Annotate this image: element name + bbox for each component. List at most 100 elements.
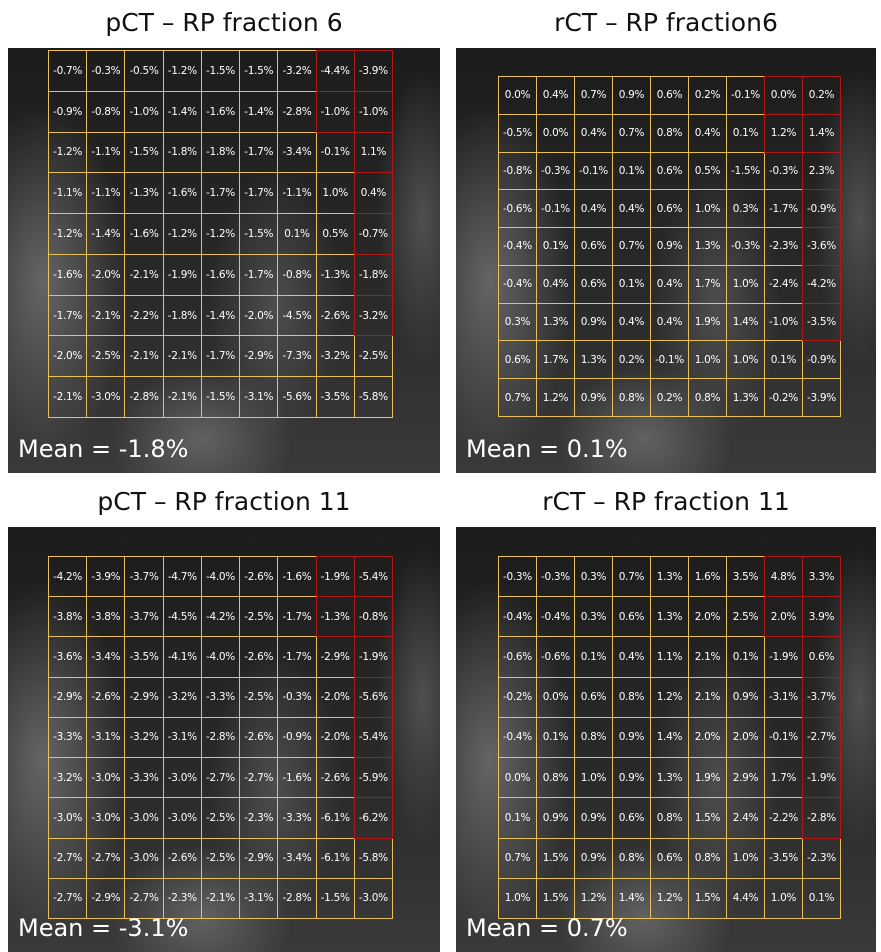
- grid-cell: 0.1%: [574, 636, 613, 677]
- grid-cell: 1.2%: [536, 378, 575, 417]
- grid-cell: 3.3%: [802, 556, 841, 597]
- grid-cell: 0.1%: [612, 152, 651, 191]
- grid-cell: 0.0%: [498, 757, 537, 798]
- grid-cell: 1.9%: [688, 303, 727, 342]
- grid-cell: -3.9%: [354, 50, 393, 92]
- grid-cell: -3.4%: [277, 838, 316, 879]
- grid-cell: -1.6%: [201, 254, 240, 296]
- grid-cell: -0.2%: [764, 378, 803, 417]
- grid-cell: 0.5%: [316, 213, 355, 255]
- grid-cell: 0.4%: [354, 172, 393, 214]
- grid-cell: 0.9%: [726, 677, 765, 718]
- grid-cell: 1.0%: [726, 838, 765, 879]
- grid-cell: 4.4%: [726, 878, 765, 919]
- grid-cell: 0.9%: [574, 838, 613, 879]
- grid-cell: -1.5%: [239, 50, 278, 92]
- panel-title: pCT – RP fraction 11: [24, 487, 424, 516]
- grid-cell: -0.1%: [574, 152, 613, 191]
- mean-label: Mean = -1.8%: [18, 435, 188, 463]
- grid-cell: -3.7%: [124, 556, 163, 597]
- ct-image: -4.2%-3.9%-3.7%-4.7%-4.0%-2.6%-1.6%-1.9%…: [8, 527, 440, 952]
- grid-cell: -2.8%: [802, 797, 841, 838]
- grid-cell: -0.3%: [498, 556, 537, 597]
- grid-cell: 1.0%: [726, 340, 765, 379]
- grid-cell: 0.8%: [612, 838, 651, 879]
- grid-cell: 1.4%: [802, 114, 841, 153]
- grid-cell: -0.7%: [354, 213, 393, 255]
- grid-cell: 1.2%: [764, 114, 803, 153]
- grid-cell: 0.2%: [688, 76, 727, 115]
- grid-cell: -2.5%: [201, 838, 240, 879]
- grid-cell: 1.1%: [650, 636, 689, 677]
- grid-cell: 0.4%: [574, 114, 613, 153]
- grid-cell: 0.3%: [726, 189, 765, 228]
- grid-cell: 0.3%: [498, 303, 537, 342]
- grid-cell: -3.4%: [277, 132, 316, 174]
- grid-cell: -1.1%: [86, 172, 125, 214]
- grid-cell: -2.1%: [124, 335, 163, 377]
- grid-cell: 0.4%: [612, 636, 651, 677]
- grid-cell: 1.0%: [316, 172, 355, 214]
- grid-cell: -1.6%: [277, 757, 316, 798]
- grid-cell: 1.7%: [688, 265, 727, 304]
- grid-cell: -2.0%: [86, 254, 125, 296]
- grid-cell: -2.9%: [239, 335, 278, 377]
- mean-label: Mean = -3.1%: [18, 914, 188, 942]
- grid-cell: -3.4%: [86, 636, 125, 677]
- grid-cell: 0.8%: [650, 114, 689, 153]
- grid-cell: 0.4%: [650, 303, 689, 342]
- grid-cell: -3.0%: [86, 797, 125, 838]
- grid-cell: -2.9%: [86, 878, 125, 919]
- grid-cell: -1.8%: [201, 132, 240, 174]
- grid-cell: 0.7%: [498, 838, 537, 879]
- grid-cell: -1.9%: [316, 556, 355, 597]
- grid-cell: -1.6%: [277, 556, 316, 597]
- grid-cell: -5.8%: [354, 838, 393, 879]
- grid-cell: -3.9%: [86, 556, 125, 597]
- grid-cell: -1.6%: [163, 172, 202, 214]
- grid-cell: -2.0%: [316, 717, 355, 758]
- grid-cell: -2.1%: [124, 254, 163, 296]
- grid-cell: 1.0%: [688, 189, 727, 228]
- grid-cell: -2.7%: [239, 757, 278, 798]
- grid-cell: 1.5%: [536, 878, 575, 919]
- grid-cell: -1.0%: [124, 91, 163, 133]
- grid-cell: -1.4%: [239, 91, 278, 133]
- grid-cell: 0.6%: [574, 265, 613, 304]
- grid-cell: -1.2%: [48, 213, 87, 255]
- grid-cell: 0.3%: [574, 556, 613, 597]
- grid-cell: -1.3%: [316, 596, 355, 637]
- grid-cell: -2.2%: [124, 295, 163, 337]
- grid-cell: 1.3%: [726, 378, 765, 417]
- grid-cell: -0.1%: [764, 717, 803, 758]
- grid-cell: -2.3%: [802, 838, 841, 879]
- grid-cell: 1.7%: [764, 757, 803, 798]
- grid-cell: -6.1%: [316, 838, 355, 879]
- grid-cell: -1.1%: [86, 132, 125, 174]
- grid-cell: -1.8%: [163, 132, 202, 174]
- grid-cell: -1.3%: [316, 254, 355, 296]
- grid-cell: -3.2%: [354, 295, 393, 337]
- grid-cell: -3.1%: [239, 878, 278, 919]
- grid-cell: 2.0%: [726, 717, 765, 758]
- grid-cell: -2.1%: [48, 376, 87, 418]
- grid-cell: -2.2%: [764, 797, 803, 838]
- grid-cell: -3.5%: [124, 636, 163, 677]
- grid-cell: -3.7%: [124, 596, 163, 637]
- grid-cell: -2.3%: [764, 227, 803, 266]
- grid-cell: -2.7%: [48, 878, 87, 919]
- grid-cell: -0.3%: [536, 556, 575, 597]
- grid-cell: 0.4%: [574, 189, 613, 228]
- grid-cell: -5.4%: [354, 556, 393, 597]
- grid-cell: 0.1%: [764, 340, 803, 379]
- grid-cell: 0.2%: [650, 378, 689, 417]
- grid-cell: 0.0%: [536, 677, 575, 718]
- grid-cell: -0.5%: [498, 114, 537, 153]
- grid-cell: 2.1%: [688, 636, 727, 677]
- grid-cell: -4.2%: [201, 596, 240, 637]
- grid-cell: -0.7%: [48, 50, 87, 92]
- grid-cell: -2.6%: [316, 295, 355, 337]
- grid-cell: 0.9%: [612, 717, 651, 758]
- grid-cell: -0.9%: [277, 717, 316, 758]
- grid-cell: 1.3%: [574, 340, 613, 379]
